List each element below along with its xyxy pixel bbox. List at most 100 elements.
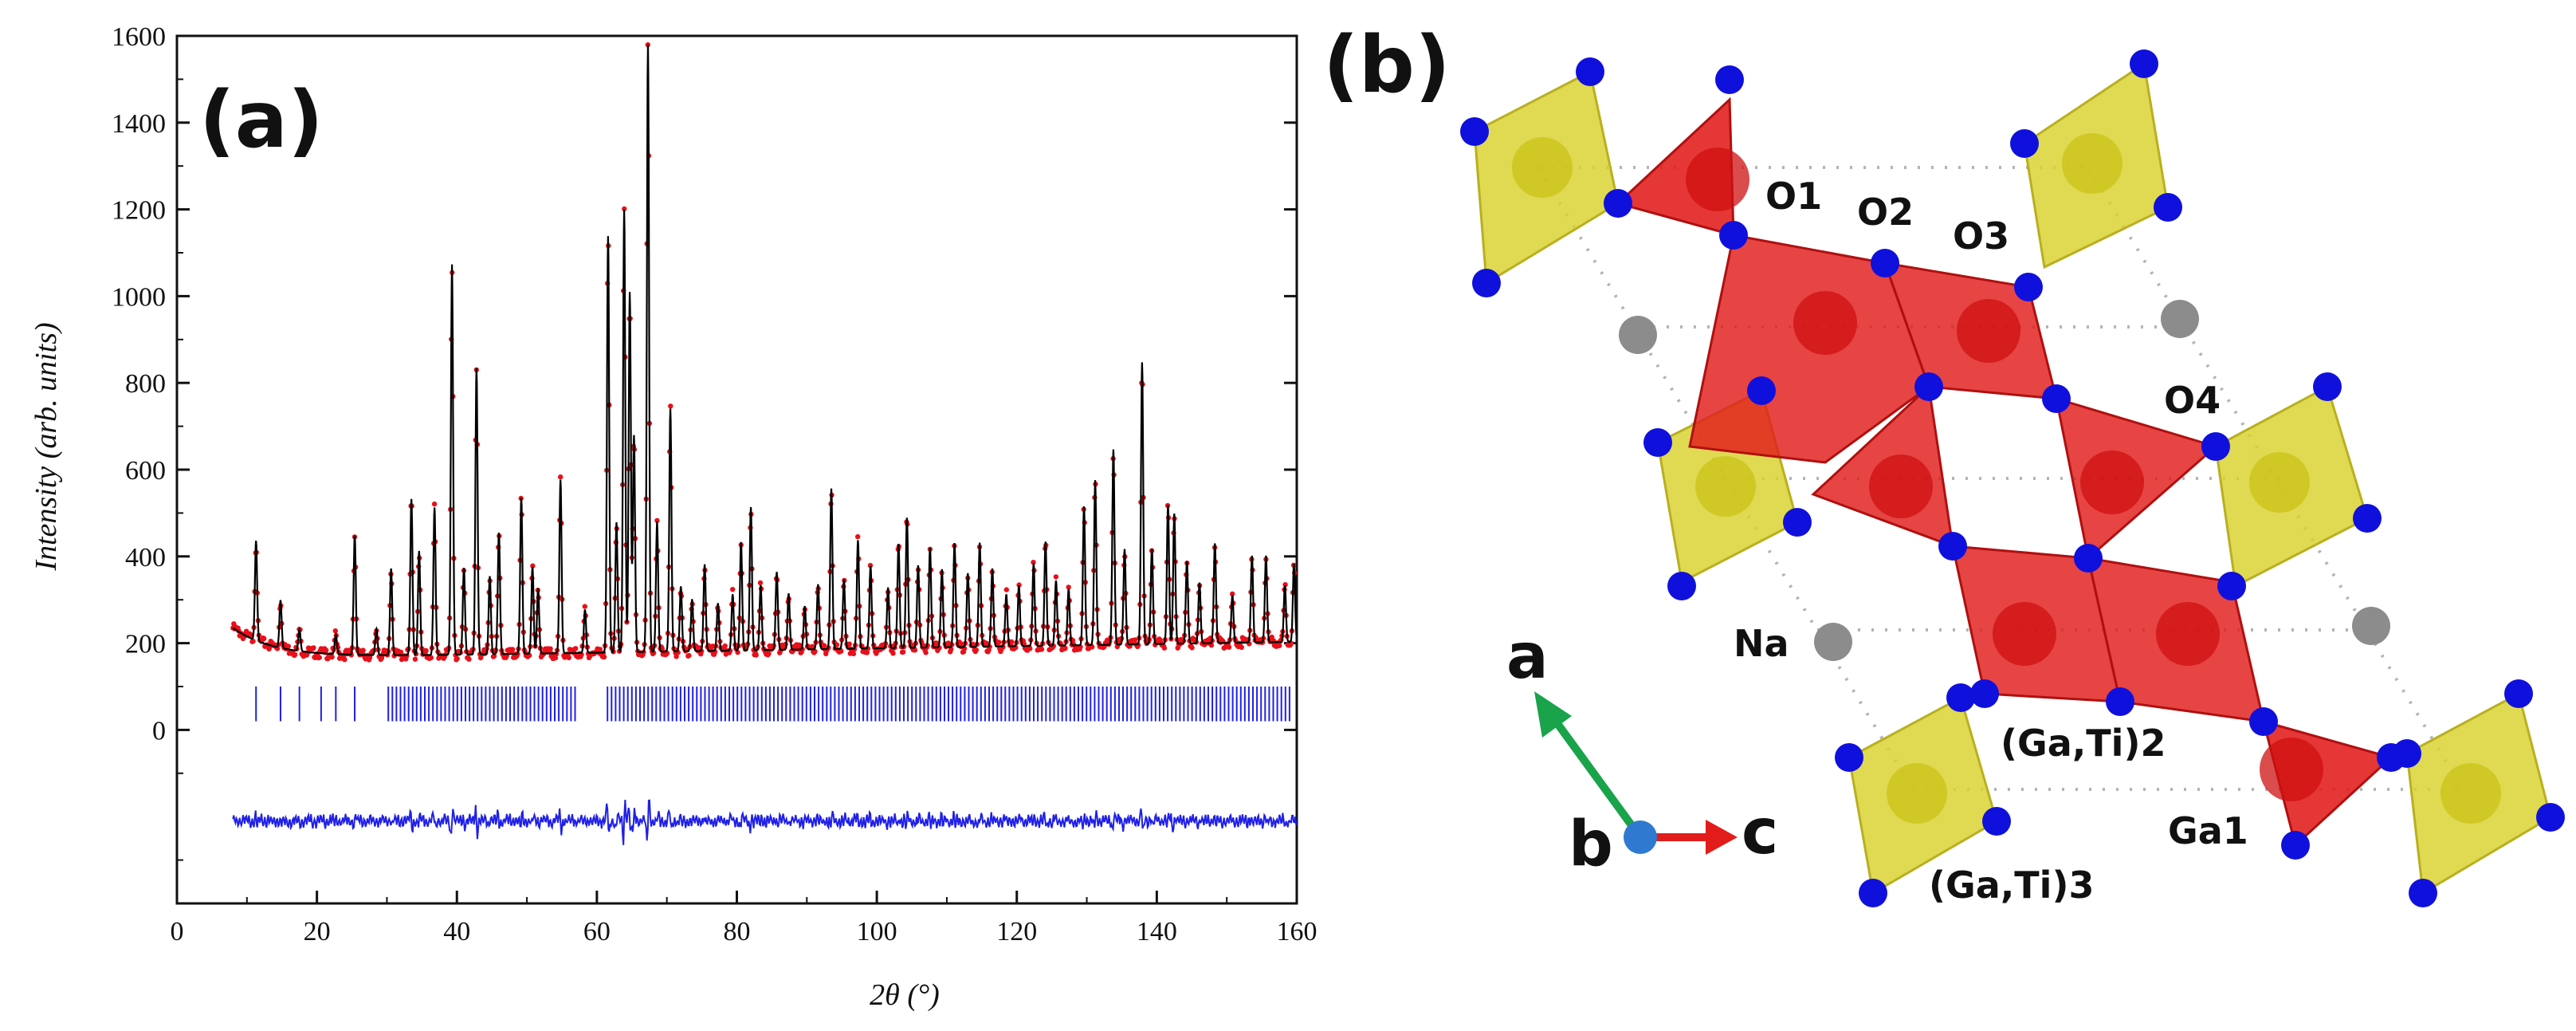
observed-point	[855, 533, 861, 540]
oxygen-atom	[1576, 57, 1604, 86]
observed-point	[311, 645, 316, 651]
crystal-axes: a b c	[1506, 621, 1778, 880]
observed-point	[293, 651, 298, 658]
oxygen-atom	[2130, 49, 2158, 78]
y-axis-title: Intensity (arb. units)	[29, 322, 63, 571]
x-tick-label: 60	[583, 917, 611, 946]
observed-point	[864, 650, 870, 655]
observed-point	[838, 648, 844, 654]
observed-point	[1008, 639, 1015, 645]
observed-point	[597, 647, 603, 652]
observed-point	[566, 655, 571, 660]
oxygen-atom	[1970, 679, 1999, 708]
oxygen-atom	[2409, 879, 2437, 907]
oxygen-atom	[2249, 707, 2278, 736]
observed-point	[431, 501, 438, 507]
y-tick-label: 200	[125, 630, 166, 659]
observed-point	[668, 403, 673, 409]
cation-ga-ti	[2249, 452, 2310, 513]
observed-point	[812, 648, 818, 655]
observed-point	[250, 638, 256, 644]
observed-point	[686, 652, 692, 659]
cations	[1512, 133, 2501, 824]
observed-point	[867, 562, 874, 569]
panel-b-label: (b)	[1323, 20, 1451, 111]
observed-point	[601, 654, 607, 660]
oxygen-atom	[2393, 739, 2421, 768]
cation-ga	[1686, 148, 1749, 211]
oxygen-atom	[2353, 504, 2382, 533]
sodium-atoms	[1619, 300, 2390, 661]
oxygen-atom	[1871, 249, 1899, 277]
label-ga1: Ga1	[2168, 809, 2248, 852]
cation-ga-ti	[2156, 602, 2220, 666]
cation-ga-ti	[1695, 456, 1756, 517]
observed-point	[1039, 647, 1045, 652]
sodium-atom	[1814, 623, 1852, 661]
x-tick-label: 120	[996, 917, 1037, 946]
oxygen-atom	[2074, 544, 2103, 573]
observed-point	[1027, 646, 1033, 651]
y-tick-label: 400	[125, 543, 166, 573]
axis-a-label: a	[1506, 621, 1549, 693]
axis-c-label: c	[1742, 797, 1778, 868]
label-o3: O3	[1953, 214, 2009, 258]
observed-point	[573, 646, 579, 651]
observed-point	[1031, 560, 1036, 565]
y-tick-label: 1000	[112, 282, 166, 312]
observed-point	[466, 656, 472, 662]
oxygen-atom	[2536, 803, 2565, 832]
cation-ga-ti	[1957, 299, 2020, 363]
observed-point	[753, 652, 759, 658]
observed-point	[757, 580, 764, 586]
plot-series	[230, 41, 1298, 845]
observed-point	[846, 641, 852, 647]
observed-point	[423, 647, 429, 654]
sodium-atom	[1619, 316, 1657, 354]
y-tick-label: 1600	[112, 22, 166, 52]
x-tick-label: 40	[443, 917, 470, 946]
axis-a-arrowhead	[1534, 691, 1572, 738]
plot-frame	[175, 34, 1298, 905]
observed-point	[509, 647, 516, 652]
observed-point	[673, 654, 679, 659]
oxygen-atom	[2154, 193, 2182, 222]
y-tick-label: 1400	[112, 109, 166, 139]
difference-line	[232, 799, 1298, 845]
observed-point	[558, 474, 564, 480]
oxygen-atom	[2042, 384, 2071, 413]
x-tick-label: 160	[1277, 917, 1317, 946]
observed-point	[810, 643, 815, 649]
observed-point	[324, 647, 329, 653]
oxygen-atom	[2281, 831, 2310, 860]
x-tick-label: 140	[1137, 917, 1177, 946]
observed-point	[1277, 643, 1282, 648]
observed-point	[412, 656, 418, 662]
label-o1: O1	[1765, 175, 1822, 218]
observed-point	[342, 657, 348, 663]
label-ga-ti-2: (Ga,Ti)2	[2001, 722, 2166, 765]
oxygen-atom	[1835, 743, 1863, 772]
oxygen-atom	[1859, 879, 1887, 907]
y-tick-label: 0	[152, 716, 166, 746]
oxygen-atom	[2201, 432, 2230, 461]
label-o2: O2	[1857, 191, 1914, 234]
oxygen-atoms	[1460, 49, 2565, 907]
observed-point	[1161, 645, 1168, 651]
observed-point	[996, 639, 1002, 645]
observed-point	[766, 651, 772, 656]
oxygen-atom	[1472, 269, 1501, 297]
axis-c-arrowhead	[1706, 820, 1738, 855]
observed-point	[428, 655, 434, 661]
observed-point	[850, 651, 857, 657]
y-axis-ticks: 0 200 400 600 800 1000 1200 1400 1600	[112, 22, 1297, 861]
observed-point	[1189, 645, 1195, 651]
panel-a-label: (a)	[199, 75, 324, 166]
oxygen-atom	[1914, 372, 1943, 401]
oxygen-atom	[2010, 129, 2039, 158]
observed-point	[797, 643, 803, 648]
observed-point	[890, 651, 896, 656]
x-tick-label: 100	[857, 917, 897, 946]
cation-ga-ti	[2441, 763, 2501, 824]
axis-b-dot	[1624, 820, 1657, 854]
